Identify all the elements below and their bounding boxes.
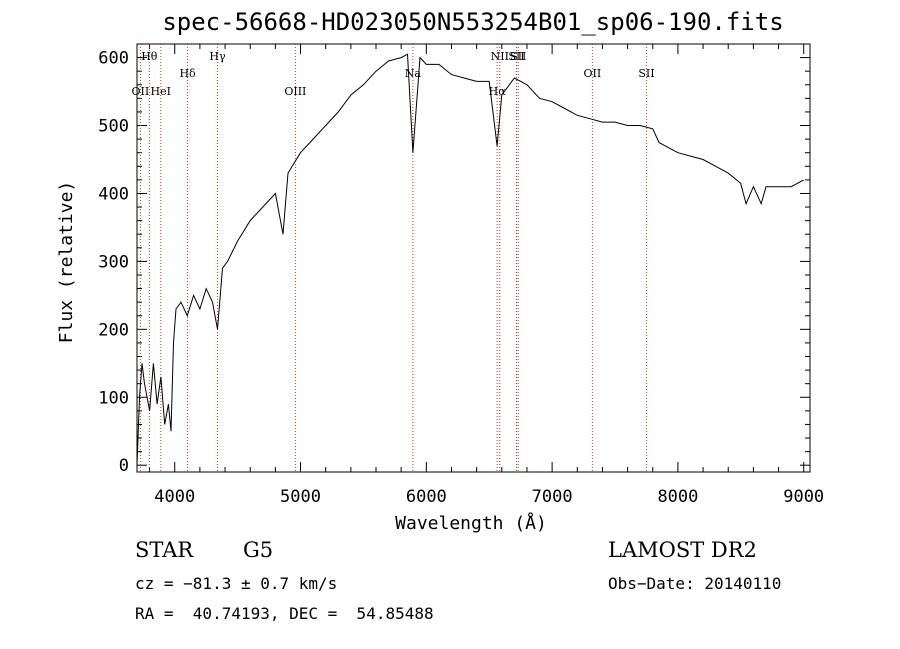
line-label: SII bbox=[638, 67, 654, 80]
line-label: HeI bbox=[151, 85, 171, 98]
survey-name: LAMOST DR2 bbox=[608, 538, 757, 562]
line-label: Hθ bbox=[141, 50, 158, 63]
plot-frame bbox=[136, 43, 811, 473]
redshift-cz: cz = −81.3 ± 0.7 km/s bbox=[135, 574, 338, 593]
y-tick-label: 0 bbox=[119, 456, 129, 476]
line-label: OIII bbox=[284, 85, 306, 98]
line-label: OII bbox=[584, 67, 602, 80]
x-axis-label: Wavelength (Å) bbox=[395, 512, 547, 534]
x-tick-label: 7000 bbox=[532, 487, 573, 507]
object-class: STAR bbox=[135, 538, 194, 562]
spectrum-line bbox=[136, 53, 804, 466]
y-tick-label: 600 bbox=[98, 49, 129, 69]
line-label: OII bbox=[132, 85, 150, 98]
line-label: Hγ bbox=[209, 50, 226, 63]
y-axis: 0 100 200 300 400 500 600 bbox=[98, 49, 810, 476]
x-tick-label: 5000 bbox=[280, 487, 321, 507]
line-label: Hδ bbox=[179, 67, 196, 80]
y-axis-label: Flux (relative) bbox=[56, 181, 77, 344]
object-subclass: G5 bbox=[243, 538, 274, 562]
sky-coordinates: RA = 40.74193, DEC = 54.85488 bbox=[135, 604, 434, 623]
y-tick-label: 100 bbox=[98, 388, 129, 408]
axes-frame bbox=[136, 43, 811, 473]
y-tick-label: 400 bbox=[98, 184, 129, 204]
chart-title: spec-56668-HD023050N553254B01_sp06-190.f… bbox=[162, 8, 783, 36]
y-tick-label: 300 bbox=[98, 252, 129, 272]
observation-date: Obs−Date: 20140110 bbox=[608, 574, 782, 593]
x-tick-label: 4000 bbox=[154, 487, 195, 507]
x-tick-label: 6000 bbox=[406, 487, 447, 507]
x-axis: 4000 5000 6000 7000 8000 9000 bbox=[149, 44, 824, 507]
line-label: NII bbox=[491, 50, 509, 63]
y-tick-label: 200 bbox=[98, 320, 129, 340]
x-tick-label: 8000 bbox=[657, 487, 698, 507]
line-label: SII bbox=[508, 50, 524, 63]
y-tick-label: 500 bbox=[98, 117, 129, 137]
line-label: SII bbox=[510, 50, 526, 63]
x-tick-label: 9000 bbox=[783, 487, 824, 507]
